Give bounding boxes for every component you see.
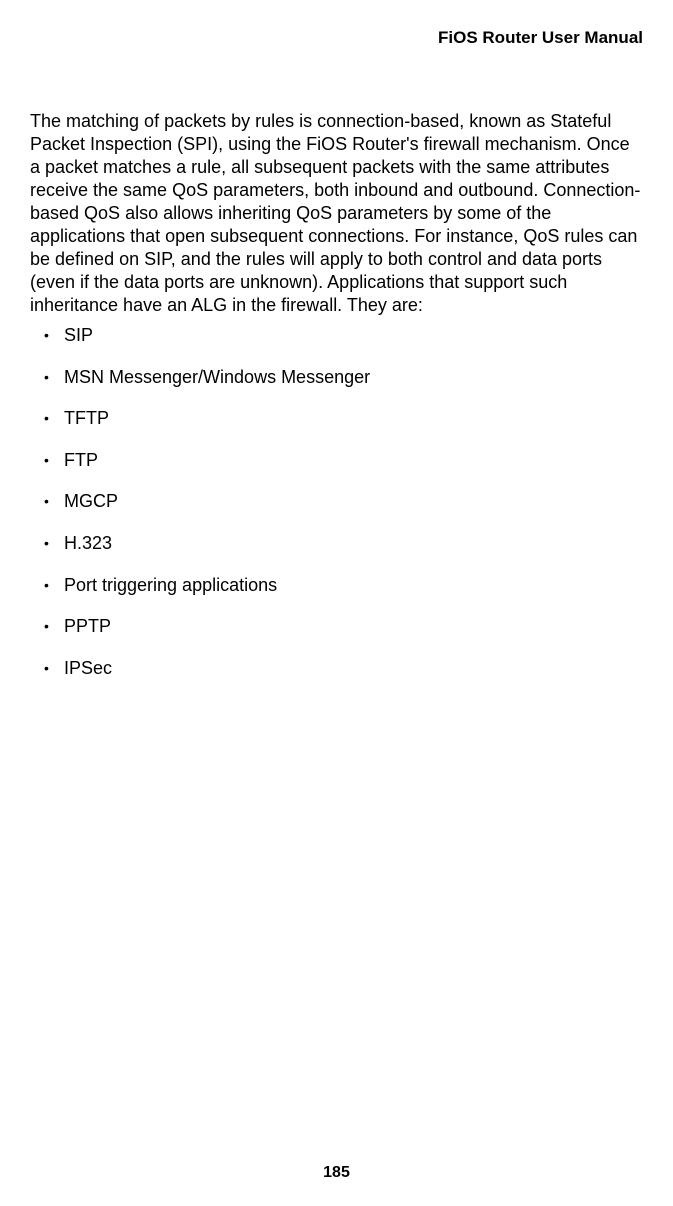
list-item-label: MGCP — [64, 491, 118, 513]
application-list: • SIP • MSN Messenger/Windows Messenger … — [44, 325, 643, 699]
list-item: • Port triggering applications — [44, 575, 643, 597]
bullet-icon: • — [44, 450, 64, 471]
list-item-label: Port triggering applications — [64, 575, 277, 597]
list-item: • PPTP — [44, 616, 643, 638]
bullet-icon: • — [44, 491, 64, 512]
bullet-icon: • — [44, 658, 64, 679]
list-item-label: SIP — [64, 325, 93, 347]
list-item-label: MSN Messenger/Windows Messenger — [64, 367, 370, 389]
list-item: • MGCP — [44, 491, 643, 513]
body-paragraph: The matching of packets by rules is conn… — [30, 110, 643, 317]
list-item: • IPSec — [44, 658, 643, 680]
list-item-label: H.323 — [64, 533, 112, 555]
bullet-icon: • — [44, 408, 64, 429]
bullet-icon: • — [44, 616, 64, 637]
bullet-icon: • — [44, 367, 64, 388]
list-item-label: FTP — [64, 450, 98, 472]
list-item: • MSN Messenger/Windows Messenger — [44, 367, 643, 389]
bullet-icon: • — [44, 325, 64, 346]
list-item-label: TFTP — [64, 408, 109, 430]
list-item-label: PPTP — [64, 616, 111, 638]
list-item: • SIP — [44, 325, 643, 347]
page-number: 185 — [0, 1164, 673, 1182]
page-header-title: FiOS Router User Manual — [438, 28, 643, 48]
bullet-icon: • — [44, 533, 64, 554]
list-item: • H.323 — [44, 533, 643, 555]
page: FiOS Router User Manual The matching of … — [0, 0, 673, 1206]
list-item: • FTP — [44, 450, 643, 472]
list-item-label: IPSec — [64, 658, 112, 680]
list-item: • TFTP — [44, 408, 643, 430]
bullet-icon: • — [44, 575, 64, 596]
